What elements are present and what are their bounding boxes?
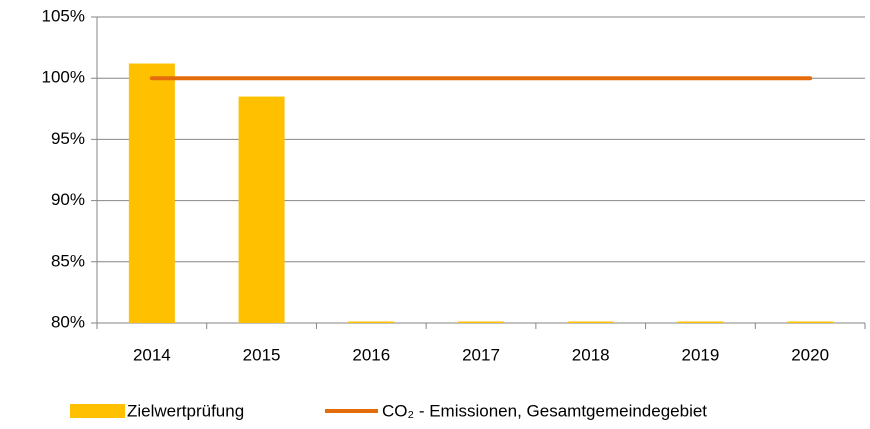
bar bbox=[128, 63, 175, 324]
y-tick-label: 100% bbox=[42, 68, 85, 87]
x-tick-label: 2018 bbox=[572, 345, 610, 364]
legend-label: Zielwertprüfung bbox=[127, 401, 244, 420]
x-tick-label: 2019 bbox=[682, 345, 720, 364]
x-tick-label: 2017 bbox=[462, 345, 500, 364]
bar bbox=[348, 321, 395, 323]
bar bbox=[458, 321, 504, 323]
x-tick-label: 2020 bbox=[791, 345, 829, 364]
x-tick-label: 2014 bbox=[133, 345, 171, 364]
x-tick-label: 2016 bbox=[352, 345, 390, 364]
y-tick-label: 95% bbox=[51, 129, 85, 148]
legend-label: CO₂ - Emissionen, Gesamtgemeindegebiet bbox=[382, 401, 707, 420]
bar bbox=[238, 96, 285, 323]
bar bbox=[677, 321, 724, 323]
legend-swatch bbox=[70, 404, 125, 418]
y-tick-label: 90% bbox=[51, 190, 85, 209]
bar bbox=[567, 321, 614, 323]
y-tick-label: 105% bbox=[42, 6, 85, 25]
bar bbox=[787, 321, 834, 323]
x-tick-label: 2015 bbox=[243, 345, 281, 364]
y-tick-label: 85% bbox=[51, 251, 85, 270]
y-tick-label: 80% bbox=[51, 312, 85, 331]
